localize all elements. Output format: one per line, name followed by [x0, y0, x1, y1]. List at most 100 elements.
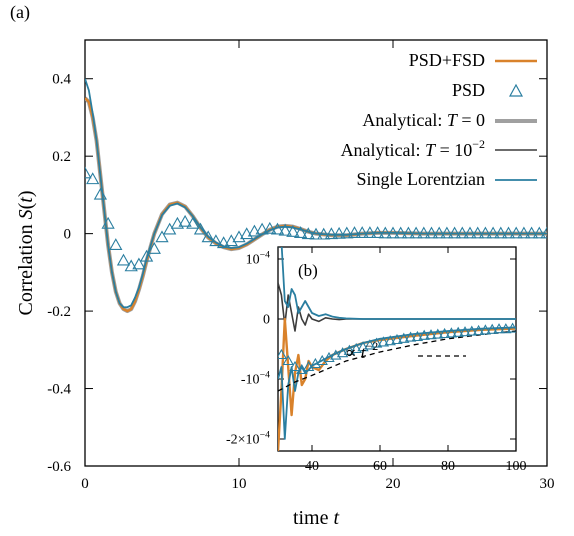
y-tick-label: -0.4	[47, 381, 71, 397]
x-axis-label: time t	[293, 507, 340, 529]
psd-point	[370, 337, 383, 348]
inset-plot-area	[278, 247, 516, 451]
legend-entry-psd-fsd: PSD+FSD	[409, 50, 537, 70]
legend: PSD+FSD PSD Analytical: T = 0 Analytical…	[341, 50, 537, 189]
psd-point	[404, 331, 417, 342]
psd-point	[289, 360, 301, 372]
psd-point	[286, 224, 300, 237]
psd-point	[378, 226, 392, 239]
psd-point	[332, 226, 346, 239]
psd-point	[201, 230, 215, 243]
psd-point	[350, 342, 362, 354]
y-tick-label: 10−4	[246, 249, 271, 267]
series-single-lorentzian-line	[85, 78, 547, 309]
psd-point	[398, 332, 410, 343]
psd-point	[139, 249, 154, 262]
x-tick-label: 100	[506, 459, 527, 474]
psd-point	[301, 227, 315, 240]
psd-point	[178, 214, 192, 227]
psd-point	[357, 341, 369, 352]
psd-point	[432, 328, 444, 339]
y-tick-label: -2×10−4	[226, 429, 270, 447]
psd-point	[101, 216, 115, 229]
psd-point	[478, 226, 493, 239]
legend-label-single-lorentzian: Single Lorentzian	[357, 169, 485, 189]
psd-point	[501, 226, 516, 239]
psd-point	[364, 339, 376, 350]
x-tick-label: 60	[373, 459, 387, 474]
main-series	[85, 78, 547, 314]
psd-point	[323, 351, 335, 363]
main-plot-area	[85, 78, 547, 314]
y-tick-label: -0.6	[47, 459, 71, 475]
legend-entry-analytical-t0: Analytical: T = 0	[362, 110, 537, 130]
psd-point	[394, 226, 408, 239]
psd-point	[370, 226, 385, 238]
psd-point	[440, 226, 454, 239]
main-ticks: 0 10 20 30 -0.6 -0.4 -0.2 0 0.2 0.4	[47, 40, 555, 492]
psd-point	[163, 222, 177, 235]
psd-point	[517, 226, 531, 239]
psd-point	[500, 323, 512, 334]
psd-point	[386, 226, 400, 239]
psd-point	[116, 253, 131, 266]
psd-point	[463, 226, 477, 239]
psd-point	[417, 226, 431, 239]
legend-label-analytical-t1e-2: Analytical: T = 10−2	[341, 137, 485, 160]
psd-point	[282, 354, 294, 366]
psd-point	[486, 323, 498, 334]
psd-point	[455, 226, 469, 239]
psd-point	[424, 226, 439, 239]
x-tick-label: 80	[441, 459, 455, 474]
psd-point	[209, 234, 223, 247]
psd-point	[459, 326, 471, 337]
psd-point	[193, 222, 208, 235]
psd-point	[425, 329, 437, 340]
psd-point	[170, 216, 185, 229]
psd-point	[432, 226, 446, 239]
inset-series	[278, 247, 516, 451]
psd-point	[438, 327, 451, 339]
psd-point	[86, 172, 100, 185]
psd-point	[452, 326, 464, 337]
psd-point	[155, 230, 169, 243]
series-single-lorentzian-tail-line	[278, 326, 516, 440]
y-tick-label: 0.4	[52, 72, 71, 88]
psd-point	[347, 226, 362, 238]
psd-point	[343, 344, 356, 355]
y-tick-label: 0	[263, 313, 270, 328]
legend-entry-psd: PSD	[452, 80, 524, 100]
y-axis-label: Correlation S(t)	[15, 191, 37, 316]
psd-point	[330, 349, 342, 360]
psd-point	[293, 226, 308, 238]
psd-point	[216, 236, 231, 249]
psd-point	[109, 238, 123, 251]
psd-point	[247, 224, 262, 237]
psd-point	[506, 322, 516, 333]
y-tick-label: 0	[64, 227, 72, 243]
y-tick-label: -0.2	[47, 304, 71, 320]
legend-label-psd: PSD	[452, 80, 485, 100]
legend-entry-analytical-t1e-2: Analytical: T = 10−2	[341, 137, 537, 160]
psd-point	[493, 323, 505, 334]
psd-point	[540, 226, 547, 239]
psd-point	[186, 216, 200, 229]
psd-point	[401, 226, 416, 239]
panel-label-b: (b)	[298, 261, 318, 280]
series-psd-markers	[278, 322, 516, 375]
psd-point	[363, 226, 377, 238]
psd-point	[377, 336, 390, 347]
psd-point	[409, 226, 423, 239]
x-tick-label: 40	[305, 459, 319, 474]
psd-point	[355, 226, 369, 238]
legend-entry-single-lorentzian: Single Lorentzian	[357, 169, 537, 189]
psd-point	[418, 329, 430, 340]
legend-swatch-psd	[508, 83, 524, 97]
psd-point	[532, 226, 546, 239]
psd-point	[411, 330, 424, 342]
psd-point	[132, 257, 146, 270]
psd-point	[263, 221, 277, 234]
psd-point	[494, 226, 508, 239]
